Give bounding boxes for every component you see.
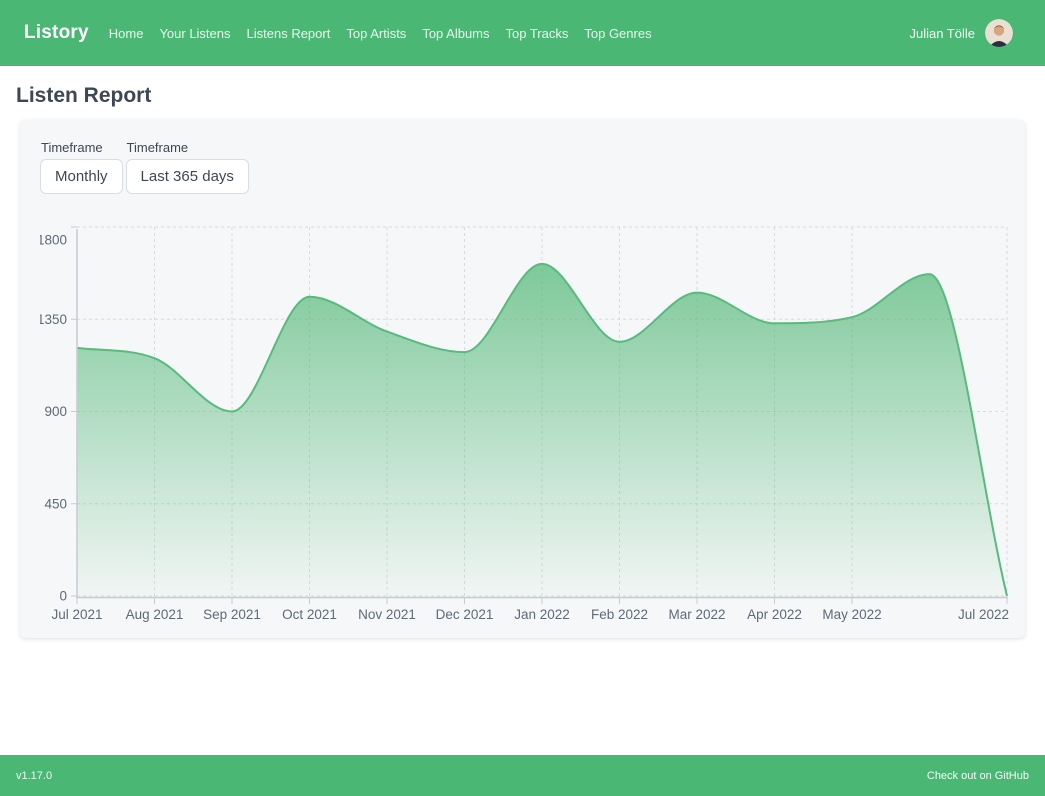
y-tick-label: 450: [44, 496, 67, 511]
page-title: Listen Report: [16, 84, 152, 107]
x-tick-label: Feb 2022: [591, 607, 648, 622]
footer: v1.17.0 Check out on GitHub: [0, 755, 1045, 796]
user-avatar[interactable]: [985, 19, 1013, 47]
nav-item-your-listens[interactable]: Your Listens: [159, 25, 231, 41]
nav-item-top-albums[interactable]: Top Albums: [422, 25, 490, 41]
y-tick-label: 1800: [40, 233, 67, 248]
y-tick-label: 1350: [40, 312, 67, 327]
timeframe-range-field: Timeframe Last 365 days: [125, 140, 249, 194]
main-content: Listen Report Timeframe Monthly Timefram…: [0, 84, 1045, 638]
nav-item-home[interactable]: Home: [108, 25, 144, 41]
listen-chart[interactable]: 0 450 900 1350 1800 Jul 2021 Aug 2021 Sep 2021 O…: [37, 217, 1040, 622]
x-tick-label: May 2022: [822, 607, 881, 622]
timeframe-mode-label: Timeframe: [41, 140, 103, 155]
x-tick-label: Apr 2022: [747, 607, 802, 622]
timeframe-mode-field: Timeframe Monthly: [40, 140, 123, 194]
timeframe-range-label: Timeframe: [126, 140, 189, 155]
nav-item-top-tracks[interactable]: Top Tracks: [505, 25, 569, 41]
y-tick-label: 0: [59, 589, 67, 604]
nav-item-top-artists[interactable]: Top Artists: [346, 25, 407, 41]
y-tick-label: 900: [44, 404, 67, 419]
x-tick-label: Dec 2021: [436, 607, 494, 622]
x-tick-label: Oct 2021: [282, 607, 337, 622]
app-logo[interactable]: Listory: [24, 22, 89, 43]
github-link[interactable]: Check out on GitHub: [926, 769, 1029, 782]
timeframe-mode-select[interactable]: Monthly: [40, 159, 123, 194]
avatar-photo: [985, 19, 1013, 47]
nav-links: Home Your Listens Listens Report Top Art…: [101, 20, 660, 47]
nav-item-listens-report[interactable]: Listens Report: [246, 25, 331, 41]
x-tick-label: Jan 2022: [514, 607, 570, 622]
app-version: v1.17.0: [16, 769, 53, 782]
navbar: Listory Home Your Listens Listens Report…: [0, 0, 1045, 66]
user-area: Julian Tölle: [909, 19, 1013, 47]
x-tick-label: Sep 2021: [203, 607, 261, 622]
report-card: Timeframe Monthly Timeframe Last 365 day…: [20, 120, 1025, 638]
listens-line: [76, 262, 1008, 597]
x-tick-label: Jul 2021: [51, 607, 102, 622]
timeframe-range-select[interactable]: Last 365 days: [125, 159, 249, 194]
x-tick-label: Aug 2021: [126, 607, 184, 622]
x-tick-label: Mar 2022: [668, 607, 725, 622]
nav-item-top-genres[interactable]: Top Genres: [584, 25, 652, 41]
listens-area-fill: [77, 263, 1007, 596]
chart-container: 0 450 900 1350 1800 Jul 2021 Aug 2021 Sep 2021 O…: [37, 217, 1025, 627]
x-tick-label: Jul 2022: [958, 607, 1009, 622]
x-tick-label: Nov 2021: [358, 607, 416, 622]
user-name[interactable]: Julian Tölle: [909, 25, 975, 41]
timeframe-filters: Timeframe Monthly Timeframe Last 365 day…: [40, 140, 1025, 194]
